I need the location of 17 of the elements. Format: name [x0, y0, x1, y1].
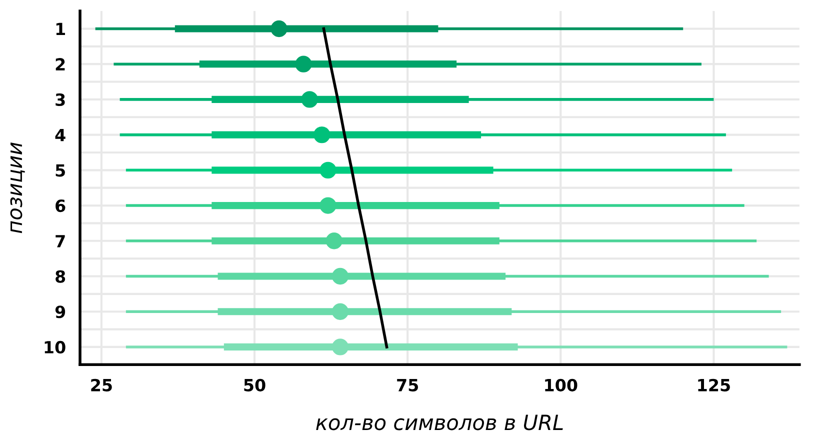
y-tick-label: 8 [56, 270, 66, 283]
y-tick-label: 3 [56, 93, 65, 106]
y-tick-label: 6 [56, 200, 66, 212]
y-tick-label: 9 [55, 306, 66, 318]
y-tick-label: 4 [55, 128, 66, 142]
x-axis-title: кол-во символов в URL [316, 414, 563, 430]
y-tick-label: 1 [56, 22, 65, 36]
x-tick-label: 25 [91, 378, 112, 392]
y-tick-label: 2 [56, 58, 65, 70]
y-tick-label: 10 [44, 340, 66, 354]
x-tick-label: 125 [698, 378, 730, 392]
x-tick-label: 50 [244, 378, 266, 392]
x-tick-label: 100 [545, 378, 578, 392]
y-tick-label: 5 [56, 164, 65, 177]
y-axis-title: позиции [10, 142, 25, 234]
y-tick-label: 7 [56, 235, 65, 248]
x-tick-label: 75 [397, 379, 418, 392]
